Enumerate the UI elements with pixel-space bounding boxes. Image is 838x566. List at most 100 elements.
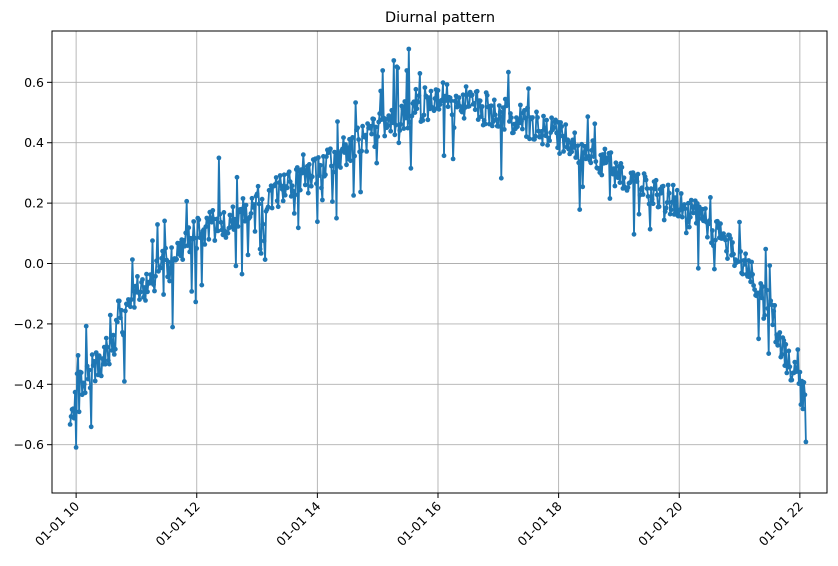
data-point [185,243,191,249]
data-point [803,439,809,445]
data-point [493,117,499,122]
data-point [345,145,350,151]
data-point [687,214,693,220]
data-point [210,208,216,213]
data-point [148,272,153,277]
data-point [560,133,565,139]
data-point [703,206,708,212]
data-point [284,185,290,191]
data-point [417,71,423,76]
data-point [618,161,624,166]
data-point [456,95,462,101]
data-point [784,370,790,376]
data-point [275,204,281,210]
data-point [420,118,426,123]
data-point [403,115,409,121]
data-point [650,201,656,207]
data-point [436,106,442,112]
data-point [215,228,221,234]
data-point [495,124,501,129]
data-point [635,171,641,177]
data-point [103,335,109,341]
data-point [228,218,234,224]
data-point [309,174,315,180]
data-point [589,147,595,153]
data-point [449,112,455,118]
data-point [414,106,420,112]
data-point [451,125,457,131]
data-point [282,192,288,198]
data-point [421,112,427,118]
data-point [238,206,244,212]
series-layer [67,46,809,450]
data-point [614,171,620,177]
data-point [749,259,754,265]
data-point [557,151,562,157]
data-point [499,114,505,119]
data-point [290,188,296,194]
data-point [91,359,97,364]
data-point [111,352,117,357]
data-point [119,307,124,313]
data-point [174,256,180,262]
data-point [369,131,374,137]
data-point [648,186,654,192]
data-point [577,207,583,213]
data-point [265,204,271,210]
data-point [314,181,319,187]
data-point [67,422,73,427]
data-point [750,272,755,277]
data-point [401,126,407,131]
data-point [202,242,208,247]
data-point [743,251,748,257]
data-point [121,332,126,338]
data-point [350,135,355,140]
data-point [155,222,160,227]
data-point [599,172,605,178]
data-point [479,104,485,109]
data-point [212,238,218,243]
data-point [519,118,524,124]
data-point [102,361,108,367]
data-point [273,175,279,180]
data-point [107,312,113,318]
data-point [328,146,333,152]
data-point [593,159,599,164]
data-point [407,119,413,125]
data-point [559,124,564,129]
data-point [461,115,467,121]
data-point [663,205,669,211]
data-point [779,352,785,357]
data-point [232,216,238,222]
data-point [540,141,545,147]
data-point [619,164,625,170]
data-point [477,98,483,104]
data-point [457,104,463,109]
data-point [685,200,691,206]
data-point [658,190,664,196]
data-point [489,123,495,129]
data-point [383,116,389,122]
data-point [108,338,114,344]
data-point [716,225,721,231]
data-point [798,402,804,407]
data-point [106,361,112,367]
data-point [533,133,538,139]
data-point [71,415,77,421]
data-point [85,376,91,382]
data-point [741,258,746,263]
data-point [116,298,122,304]
data-point [643,177,649,183]
data-point [153,273,158,279]
data-point [288,193,294,199]
data-point [257,246,263,252]
data-point [151,282,156,287]
data-point [488,103,494,109]
data-point [574,154,580,160]
data-point [150,238,155,244]
data-point [664,200,670,205]
data-point [404,68,410,73]
data-point [239,271,245,277]
data-point [122,379,127,384]
data-point [571,145,577,150]
